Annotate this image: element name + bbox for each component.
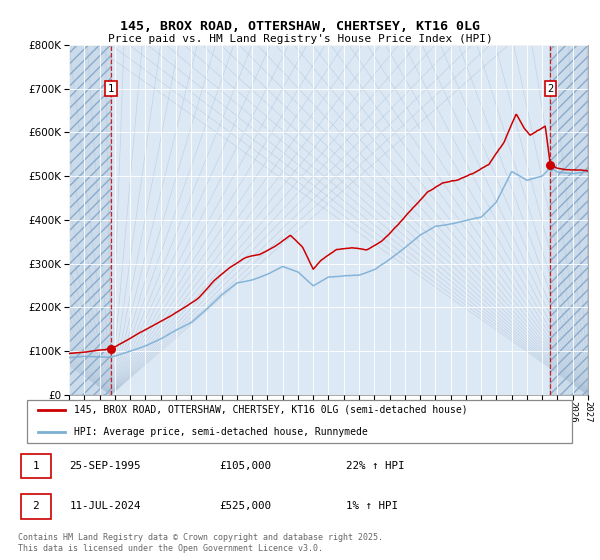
Text: 11-JUL-2024: 11-JUL-2024: [70, 501, 141, 511]
Text: £525,000: £525,000: [220, 501, 271, 511]
Bar: [69, 45, 111, 395]
Text: 2: 2: [547, 83, 553, 94]
Bar: [69, 45, 111, 395]
Bar: [550, 45, 588, 395]
FancyBboxPatch shape: [20, 454, 50, 478]
FancyBboxPatch shape: [20, 494, 50, 519]
Text: 25-SEP-1995: 25-SEP-1995: [70, 461, 141, 471]
Text: 22% ↑ HPI: 22% ↑ HPI: [346, 461, 404, 471]
Text: Price paid vs. HM Land Registry's House Price Index (HPI): Price paid vs. HM Land Registry's House …: [107, 34, 493, 44]
Text: HPI: Average price, semi-detached house, Runnymede: HPI: Average price, semi-detached house,…: [74, 427, 367, 437]
Text: 1: 1: [108, 83, 114, 94]
Bar: [69, 45, 111, 395]
Text: 145, BROX ROAD, OTTERSHAW, CHERTSEY, KT16 0LG: 145, BROX ROAD, OTTERSHAW, CHERTSEY, KT1…: [120, 20, 480, 32]
Text: Contains HM Land Registry data © Crown copyright and database right 2025.
This d: Contains HM Land Registry data © Crown c…: [18, 533, 383, 553]
Text: £105,000: £105,000: [220, 461, 271, 471]
FancyBboxPatch shape: [27, 399, 572, 444]
Text: 145, BROX ROAD, OTTERSHAW, CHERTSEY, KT16 0LG (semi-detached house): 145, BROX ROAD, OTTERSHAW, CHERTSEY, KT1…: [74, 405, 467, 415]
Text: 1: 1: [32, 461, 39, 471]
Text: 1% ↑ HPI: 1% ↑ HPI: [346, 501, 398, 511]
Bar: [550, 45, 588, 395]
Text: 2: 2: [32, 501, 39, 511]
